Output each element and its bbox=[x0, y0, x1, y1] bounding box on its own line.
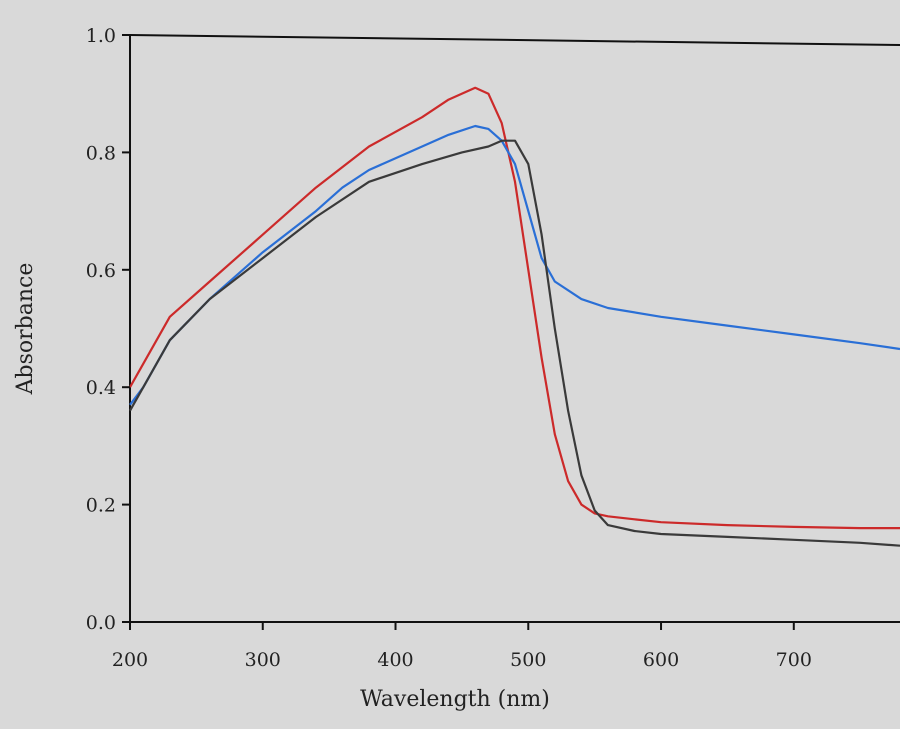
x-tick-label: 600 bbox=[643, 649, 679, 671]
x-tick-label: 700 bbox=[776, 649, 812, 671]
y-tick-label: 0.2 bbox=[86, 495, 116, 517]
x-tick-label: 200 bbox=[112, 649, 148, 671]
series-line-2 bbox=[129, 124, 900, 406]
y-tick-label: 0.8 bbox=[86, 142, 116, 164]
series-line-1 bbox=[129, 86, 900, 530]
y-tick-label: 1.0 bbox=[86, 25, 116, 47]
x-tick-label: 500 bbox=[510, 649, 546, 671]
plot-frame bbox=[129, 34, 900, 623]
x-tick-label: 400 bbox=[377, 649, 413, 671]
y-tick-label: 0.6 bbox=[86, 260, 116, 282]
y-tick-label: 0.4 bbox=[86, 377, 116, 399]
ticks-layer: 200 300 400 500 600 700 0.0 0.2 0.4 0.6 0.8 1.0 bbox=[86, 25, 812, 671]
series-layer bbox=[129, 86, 900, 547]
series-line-3 bbox=[129, 139, 900, 547]
top-frame-line bbox=[129, 34, 900, 46]
y-axis-title: Absorbance bbox=[13, 263, 38, 396]
x-axis-title: Wavelength (nm) bbox=[360, 687, 550, 712]
x-tick-label: 300 bbox=[245, 649, 281, 671]
y-tick-label: 0.0 bbox=[86, 612, 116, 634]
